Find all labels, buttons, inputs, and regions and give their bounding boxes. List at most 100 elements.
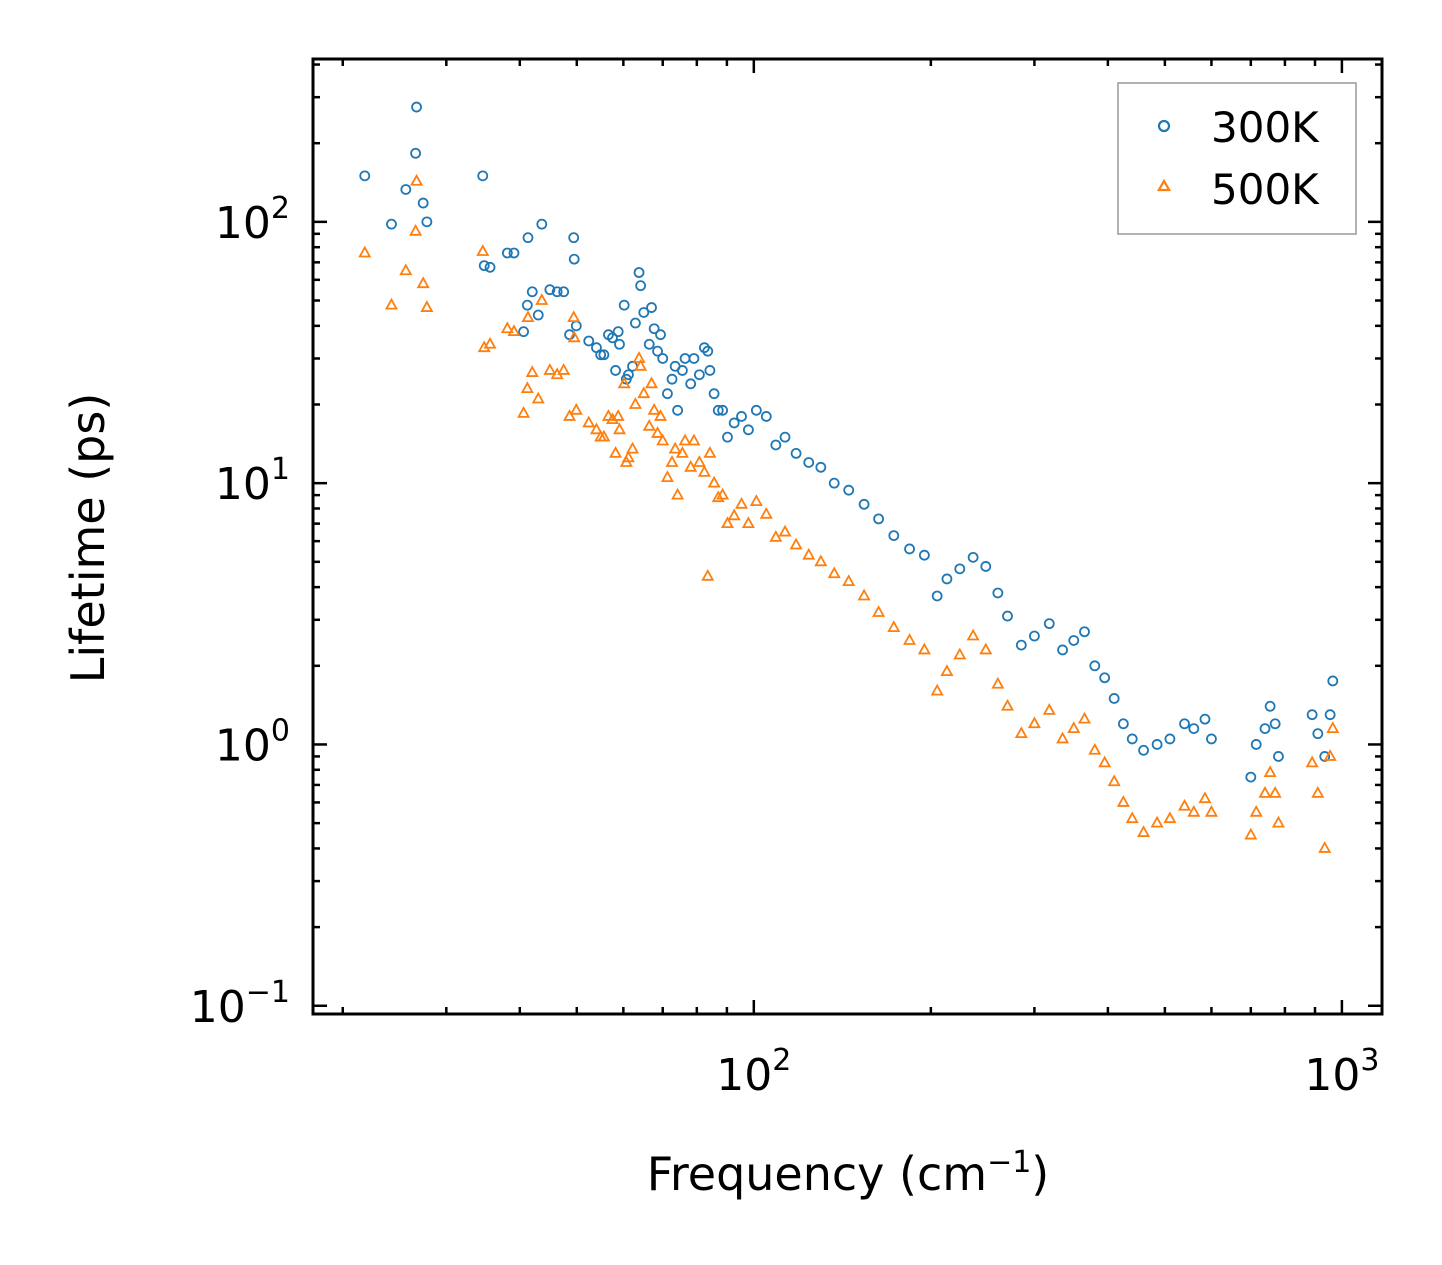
data-point-500K [637, 386, 651, 399]
data-point-500K [563, 409, 577, 421]
data-point-300K [410, 147, 421, 159]
data-point-300K [1138, 744, 1149, 756]
data-point-300K [702, 345, 714, 357]
data-point-500K [507, 324, 521, 337]
data-point-500K [1042, 703, 1056, 715]
data-point-500K [1326, 721, 1340, 734]
data-point-300K [954, 563, 966, 575]
data-point-300K [598, 349, 610, 361]
data-point-300K [931, 590, 943, 602]
y-tick-label-base: 10 [215, 198, 271, 249]
y-tick-label: 102 [215, 191, 290, 249]
data-point-500K [1249, 804, 1263, 817]
data-point-300K [1319, 751, 1331, 762]
y-tick-label-exp: −1 [246, 975, 290, 1010]
data-point-300K [779, 431, 791, 443]
data-point-500K [1163, 811, 1177, 824]
plot-frame [311, 57, 1384, 1016]
y-tick-label: 101 [215, 452, 290, 510]
data-point-300K [1002, 610, 1013, 622]
data-point-300K [904, 543, 915, 555]
x-tick-label-base: 10 [716, 1050, 772, 1101]
data-point-300K [858, 498, 870, 510]
y-tick-label-base: 10 [215, 720, 271, 771]
y-axis-label: Lifetime (ps) [61, 393, 115, 684]
series-300K-marks [359, 101, 1339, 783]
data-point-500K [611, 409, 625, 421]
data-point-500K [531, 391, 545, 404]
data-point-500K [979, 642, 993, 655]
data-point-300K [657, 353, 669, 364]
data-point-300K [1126, 733, 1138, 745]
data-point-500K [1177, 798, 1192, 811]
data-point-300K [728, 417, 740, 429]
data-point-300K [612, 326, 624, 338]
data-point-500K [720, 516, 735, 529]
data-point-500K [678, 433, 692, 446]
data-point-500K [609, 446, 623, 458]
data-point-500K [521, 310, 535, 323]
data-point-500K [582, 415, 596, 428]
legend: 300K 500K [1117, 82, 1357, 235]
data-point-500K [358, 245, 372, 258]
axis-ticks [313, 59, 1382, 1014]
legend-marker-500K [1156, 178, 1172, 192]
data-point-300K [544, 284, 556, 296]
data-point-300K [618, 299, 630, 311]
data-point-500K [651, 426, 665, 438]
data-point-300K [1151, 739, 1163, 750]
data-point-300K [411, 101, 422, 113]
legend-label-500K: 500K [1211, 165, 1320, 214]
data-point-500K [626, 441, 640, 454]
data-point-500K [1258, 785, 1272, 798]
data-point-500K [814, 554, 828, 567]
data-point-500K [749, 494, 763, 507]
y-tick-label-exp: 2 [271, 191, 290, 226]
data-point-300K [1327, 675, 1339, 687]
data-point-500K [1088, 742, 1102, 755]
data-point-300K [400, 184, 412, 195]
data-point-300K [643, 338, 655, 350]
data-point-300K [1029, 630, 1040, 642]
data-point-500K [789, 537, 803, 550]
data-point-500K [872, 605, 886, 617]
data-point-500K [1067, 721, 1081, 734]
data-point-300K [693, 369, 705, 381]
data-point-500K [966, 628, 980, 641]
legend-box [1117, 82, 1357, 235]
data-point-300K [1269, 718, 1281, 730]
data-point-300K [595, 349, 607, 361]
data-point-500K [668, 441, 682, 454]
data-point-300K [750, 404, 762, 416]
data-point-500K [665, 455, 679, 467]
data-point-500K [1014, 726, 1028, 739]
data-point-500K [1198, 791, 1212, 804]
data-point-300K [980, 561, 992, 572]
data-point-300K [484, 261, 496, 273]
data-point-500K [759, 506, 773, 519]
data-point-500K [887, 620, 901, 633]
data-point-500K [1268, 785, 1282, 798]
data-point-300K [1108, 693, 1120, 704]
data-point-500K [802, 547, 816, 560]
data-point-500K [917, 642, 931, 655]
data-point-500K [525, 365, 539, 377]
data-point-300K [1099, 672, 1111, 684]
data-point-300K [712, 404, 724, 416]
data-point-300K [1199, 713, 1211, 725]
data-point-300K [536, 218, 548, 230]
y-tick-label-exp: 0 [271, 713, 290, 748]
data-point-500K [645, 376, 659, 389]
data-point-300K [1250, 739, 1262, 750]
data-point-500K [535, 293, 549, 305]
data-point-300K [1117, 718, 1129, 730]
data-point-300K [518, 326, 529, 338]
data-point-300K [558, 286, 570, 298]
data-point-300K [1245, 771, 1257, 783]
data-point-500K [1000, 698, 1015, 711]
data-point-500K [1318, 841, 1332, 853]
data-point-300K [648, 323, 660, 335]
data-point-300K [760, 411, 772, 422]
data-point-300K [941, 573, 953, 585]
